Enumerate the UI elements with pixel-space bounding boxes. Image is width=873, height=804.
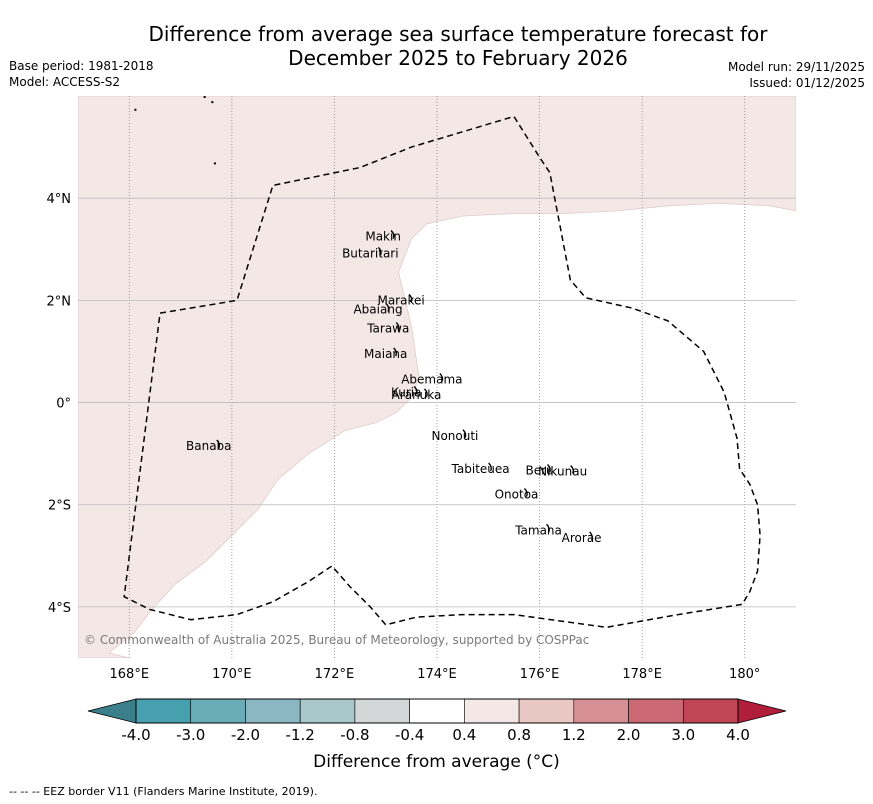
island-label-arorae: Arorae xyxy=(562,531,602,545)
colorbar-label: Difference from average (°C) xyxy=(313,752,560,772)
island-label-kuria: Kuria xyxy=(391,385,422,399)
island-shape-marakei xyxy=(408,293,413,303)
island-label-butaritari: Butaritari xyxy=(342,246,399,260)
lon-tick-label: 170°E xyxy=(212,667,252,682)
colorbar-segment-9 xyxy=(628,698,684,724)
eez-border xyxy=(123,115,761,629)
colorbar: -4.0 -3.0 -2.0 -1.2 -0.8 -0.4 0.4 0.8 1.2 2.0 3.0 4… xyxy=(87,698,787,744)
lon-tick-label: 172°E xyxy=(315,667,355,682)
lon-tick-label: 176°E xyxy=(520,667,560,682)
islet-2 xyxy=(211,101,214,104)
eez-footnote: -- -- -- EEZ border V11 (Flanders Marine… xyxy=(9,785,318,798)
colorbar-tick-label: 1.2 xyxy=(562,726,586,744)
colorbar-tick-label: -0.4 xyxy=(395,726,424,744)
colorbar-segment-6 xyxy=(464,698,520,724)
model-run: Model run: 29/11/2025 xyxy=(727,60,865,74)
colorbar-tick-label: -0.8 xyxy=(340,726,369,744)
model-name: Model: ACCESS-S2 xyxy=(9,75,121,89)
colorbar-segment-1 xyxy=(190,698,246,724)
lat-tick-label: 4°S xyxy=(48,601,71,616)
metadata-left: Base period: 1981-2018 Model: ACCESS-S2 xyxy=(9,58,154,90)
colorbar-tick-label: -2.0 xyxy=(231,726,260,744)
island-shape-butaritari xyxy=(377,246,382,256)
copyright-text: © Commonwealth of Australia 2025, Bureau… xyxy=(84,633,589,647)
colorbar-extend-under xyxy=(87,698,137,724)
colorbar-tick-label: -1.2 xyxy=(286,726,315,744)
island-label-nikunau: Nikunau xyxy=(538,465,587,479)
island-shape-maiana xyxy=(393,347,398,357)
islet-0 xyxy=(134,108,137,111)
colorbar-segment-2 xyxy=(245,698,301,724)
metadata-right: Model run: 29/11/2025 Issued: 01/12/2025 xyxy=(728,59,865,91)
colorbar-tick-label: 2.0 xyxy=(617,726,641,744)
island-label-tamana: Tamana xyxy=(514,523,562,537)
island-label-makin: Makin xyxy=(365,230,401,244)
colorbar-segment-5 xyxy=(409,698,465,724)
colorbar-tick-label: 0.8 xyxy=(507,726,531,744)
island-label-abemama: Abemama xyxy=(401,373,462,387)
lat-tick-label: 0° xyxy=(56,397,71,412)
island-label-banaba: Banaba xyxy=(186,439,232,453)
island-label-tabiteuea: Tabiteuea xyxy=(451,462,510,476)
island-label-aranuka: Aranuka xyxy=(392,388,442,402)
island-shape-abemama xyxy=(439,373,444,382)
island-shape-arorae xyxy=(589,531,593,541)
island-label-tarawa: Tarawa xyxy=(366,321,409,335)
island-label-maiana: Maiana xyxy=(364,347,407,361)
lon-tick-label: 180° xyxy=(729,667,760,682)
colorbar-segment-8 xyxy=(573,698,629,724)
lat-tick-label: 2°S xyxy=(48,499,71,514)
colorbar-tick-label: 4.0 xyxy=(726,726,750,744)
island-shape-tarawa xyxy=(395,321,400,331)
islet-1 xyxy=(203,96,206,98)
colorbar-segment-3 xyxy=(299,698,356,724)
island-shape-makin xyxy=(390,230,395,239)
island-shape-kuria xyxy=(413,385,418,395)
map-title: Difference from average sea surface temp… xyxy=(78,22,838,70)
islet-3 xyxy=(213,162,216,165)
colorbar-segment-0 xyxy=(135,698,192,724)
colorbar-tick-label: -4.0 xyxy=(121,726,150,744)
title-line-1: Difference from average sea surface temp… xyxy=(148,22,768,46)
island-shape-tabiteuea xyxy=(488,462,492,472)
lon-tick-label: 174°E xyxy=(417,667,457,682)
island-label-abaiang: Abaiang xyxy=(353,303,402,317)
colorbar-tick-label: 0.4 xyxy=(452,726,476,744)
island-shape-banaba xyxy=(216,439,221,449)
lat-tick-label: 4°N xyxy=(47,192,72,207)
island-shape-tamana xyxy=(546,523,550,533)
colorbar-segment-4 xyxy=(354,698,410,724)
island-shape-aranuka xyxy=(423,388,428,398)
axis-ticks: 168°E 170°E 172°E 174°E 176°E 178°E 180° 4°N 2°N… xyxy=(47,192,761,682)
colorbar-tick-label: -3.0 xyxy=(176,726,205,744)
title-line-2: December 2025 to February 2026 xyxy=(288,46,628,70)
island-label-nonouti: Nonouti xyxy=(431,429,478,443)
lat-tick-label: 2°N xyxy=(47,294,72,309)
island-label-beru: Beru xyxy=(525,463,553,477)
issued-date: Issued: 01/12/2025 xyxy=(749,76,865,90)
colorbar-segment-10 xyxy=(682,698,739,724)
base-period: Base period: 1981-2018 xyxy=(9,59,154,73)
island-label-onotoa: Onotoa xyxy=(495,488,539,502)
colorbar-extend-over xyxy=(737,698,787,724)
island-label-marakei: Marakei xyxy=(377,293,424,307)
lon-tick-label: 168°E xyxy=(110,667,150,682)
island-shape-nonouti xyxy=(462,429,467,439)
gridlines xyxy=(78,96,796,658)
lon-tick-label: 178°E xyxy=(622,667,662,682)
island-shape-abaiang xyxy=(385,303,390,312)
island-shape-onotoa xyxy=(523,488,528,497)
colorbar-outline xyxy=(135,698,739,724)
colorbar-tick-label: 3.0 xyxy=(671,726,695,744)
island-shape-beru xyxy=(547,464,551,473)
colorbar-segment-7 xyxy=(518,698,575,724)
island-shape-nikunau xyxy=(570,465,575,474)
